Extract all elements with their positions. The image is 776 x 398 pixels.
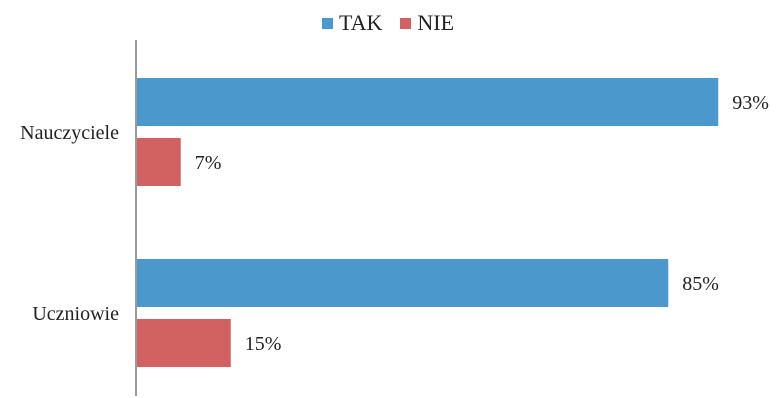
legend-label-tak: TAK <box>338 10 383 35</box>
data-label-nie-nauczyciele: 7% <box>195 152 222 174</box>
legend-swatch-tak <box>321 17 333 29</box>
data-label-tak-nauczyciele: 93% <box>732 92 769 114</box>
bars-group <box>137 78 719 367</box>
legend-item-nie: NIE <box>400 10 454 36</box>
legend-swatch-nie <box>400 17 412 29</box>
category-label-uczniowie: Uczniowie <box>32 303 119 325</box>
bar-tak-nauczyciele <box>137 78 719 126</box>
legend-item-tak: TAK <box>321 10 383 36</box>
category-labels-group: Nauczyciele Uczniowie <box>20 122 119 325</box>
chart-legend: TAK NIE <box>0 10 776 36</box>
category-label-nauczyciele: Nauczyciele <box>20 122 119 144</box>
data-label-nie-uczniowie: 15% <box>245 333 282 355</box>
bar-tak-uczniowie <box>137 259 669 307</box>
data-label-tak-uczniowie: 85% <box>682 273 719 295</box>
bar-nie-uczniowie <box>137 319 231 367</box>
legend-label-nie: NIE <box>417 10 455 35</box>
data-labels-group: 93% 7% 85% 15% <box>195 92 769 355</box>
bar-nie-nauczyciele <box>137 138 181 186</box>
